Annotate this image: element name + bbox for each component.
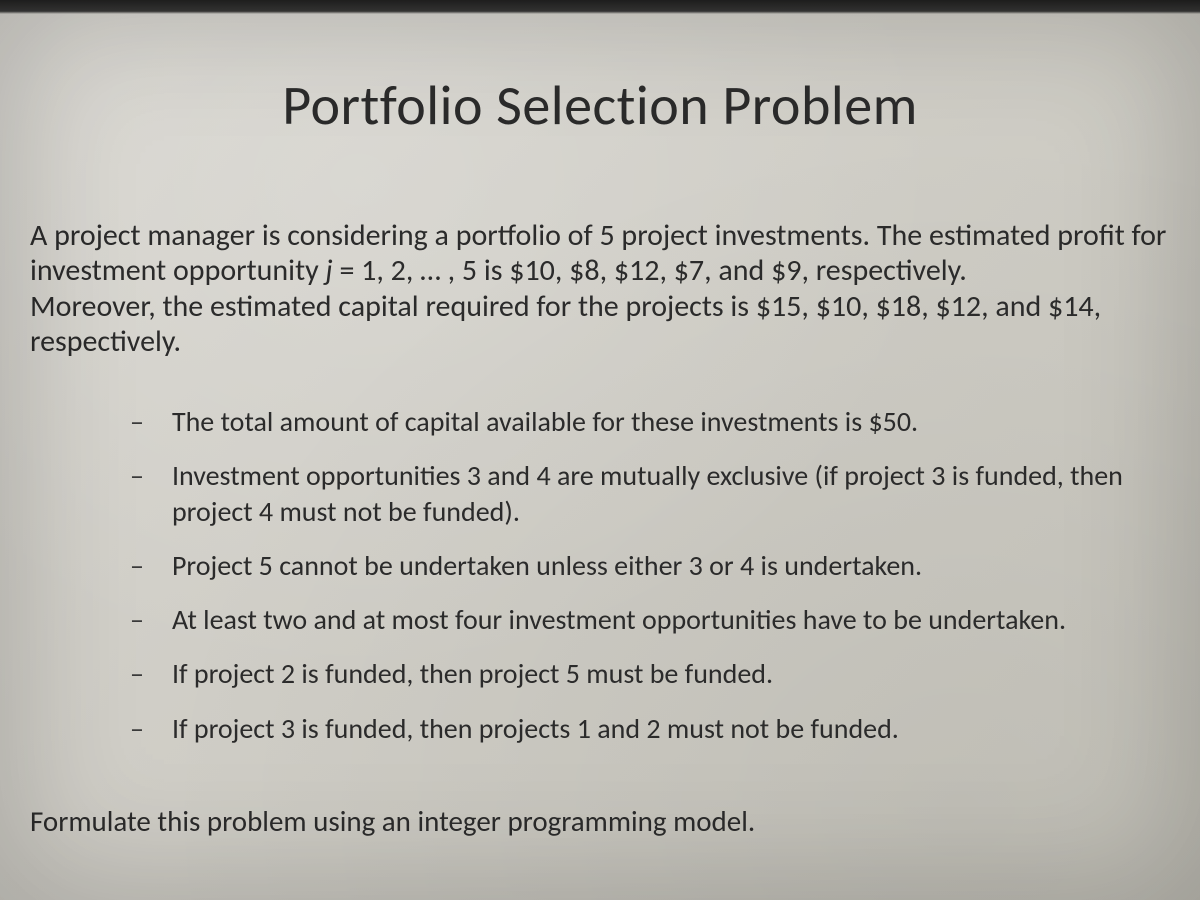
list-item: – If project 3 is funded, then projects … <box>130 711 1140 747</box>
bullet-text: Investment opportunities 3 and 4 are mut… <box>172 458 1140 530</box>
intro-line2: Moreover, the estimated capital required… <box>30 288 1101 360</box>
bullet-text: If project 2 is funded, then project 5 m… <box>172 656 773 692</box>
list-item: – The total amount of capital available … <box>130 404 1140 440</box>
bullet-text: The total amount of capital available fo… <box>172 404 918 440</box>
list-item: – Investment opportunities 3 and 4 are m… <box>130 458 1140 530</box>
dash-icon: – <box>130 404 144 440</box>
list-item: – At least two and at most four investme… <box>130 602 1140 638</box>
dash-icon: – <box>130 656 144 692</box>
intro-paragraph: A project manager is considering a portf… <box>0 180 1200 360</box>
slide-title: Portfolio Selection Problem <box>0 0 1200 180</box>
bullet-list: – The total amount of capital available … <box>0 360 1200 748</box>
dash-icon: – <box>130 548 144 584</box>
list-item: – Project 5 cannot be undertaken unless … <box>130 548 1140 584</box>
dash-icon: – <box>130 602 144 638</box>
bullet-text: If project 3 is funded, then projects 1 … <box>172 711 899 747</box>
dash-icon: – <box>130 711 144 747</box>
list-item: – If project 2 is funded, then project 5… <box>130 656 1140 692</box>
intro-variable-j: j <box>325 252 332 289</box>
closing-instruction: Formulate this problem using an integer … <box>0 765 1200 839</box>
bullet-text: Project 5 cannot be undertaken unless ei… <box>172 548 922 584</box>
bullet-text: At least two and at most four investment… <box>172 602 1066 638</box>
dash-icon: – <box>130 458 144 494</box>
slide-container: Portfolio Selection Problem A project ma… <box>0 0 1200 900</box>
intro-equation: = 1, 2, … , 5 is $10, $8, $12, $7, and $… <box>333 252 967 289</box>
